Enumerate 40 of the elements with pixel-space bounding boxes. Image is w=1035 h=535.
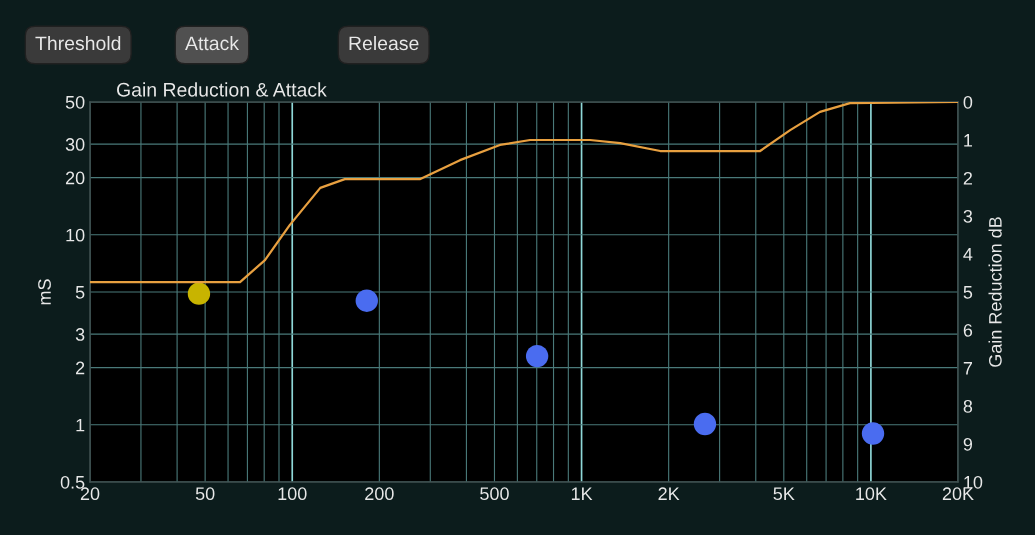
y2-tick-label: 7 bbox=[963, 362, 972, 375]
x-tick-label: 10K bbox=[856, 487, 887, 501]
x-tick-label: 1K bbox=[571, 487, 593, 500]
point bbox=[525, 344, 549, 368]
y2-tick-label: 10 bbox=[964, 475, 983, 489]
y-tick-label: 10 bbox=[66, 228, 85, 242]
x-tick-label: 2K bbox=[658, 487, 680, 500]
y-tick-label: 5 bbox=[75, 286, 85, 299]
x-tick-label: 200 bbox=[365, 487, 394, 501]
y2-tick-label: 3 bbox=[963, 209, 973, 223]
y2-tick-label: 8 bbox=[963, 399, 973, 413]
point bbox=[693, 412, 717, 436]
y-tick-label: 30 bbox=[65, 138, 85, 151]
x-tick-label: 20K bbox=[942, 487, 974, 501]
y-tick-label: 3 bbox=[75, 328, 85, 341]
y2-tick-label: 2 bbox=[963, 171, 972, 185]
x-tick-label: 50 bbox=[195, 487, 215, 501]
y2-axis-title: Gain Reduction dB bbox=[988, 217, 1002, 367]
y2-tick-label: 4 bbox=[963, 248, 973, 261]
y-tick-label: 20 bbox=[65, 171, 85, 185]
x-tick-label: 5K bbox=[773, 487, 795, 501]
text: Attack bbox=[185, 35, 240, 51]
chart-title: Gain Reduction & Attack bbox=[117, 82, 327, 97]
y-tick-label: 1 bbox=[76, 418, 85, 432]
x-tick-label: 500 bbox=[480, 487, 509, 501]
text: Release bbox=[349, 35, 419, 51]
y2-tick-label: 5 bbox=[963, 286, 973, 299]
y-axis-title: mS bbox=[38, 279, 51, 305]
x-tick-label: 100 bbox=[278, 487, 307, 501]
point bbox=[187, 282, 211, 305]
y2-tick-label: 9 bbox=[963, 437, 973, 451]
point bbox=[355, 289, 378, 312]
y-tick-label: 2 bbox=[76, 361, 85, 375]
y2-tick-label: 0 bbox=[963, 95, 973, 109]
y2-tick-label: 1 bbox=[964, 134, 973, 147]
y-tick-label: 0.5 bbox=[60, 475, 85, 489]
point bbox=[861, 422, 885, 445]
y2-tick-label: 6 bbox=[963, 323, 973, 337]
y-tick-label: 50 bbox=[65, 95, 85, 109]
text: Threshold bbox=[35, 35, 121, 51]
